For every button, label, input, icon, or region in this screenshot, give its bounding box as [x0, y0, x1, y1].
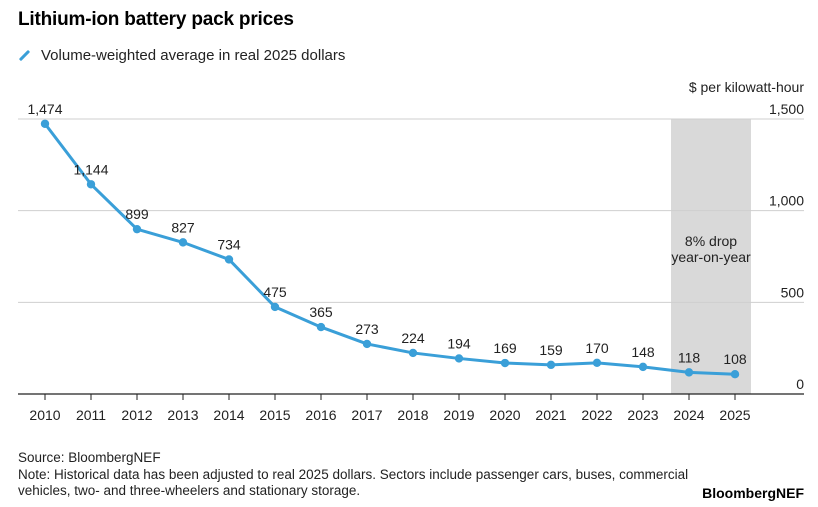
data-label-2015: 475 — [263, 284, 287, 300]
x-tick-label-2013: 2013 — [167, 407, 198, 423]
chart-title: Lithium-ion battery pack prices — [18, 9, 294, 30]
data-label-2010: 1,474 — [27, 101, 62, 117]
brand-logo-text: BloombergNEF — [702, 485, 804, 501]
data-point-2011 — [86, 180, 96, 189]
y-axis-unit-label: $ per kilowatt-hour — [688, 79, 804, 95]
data-label-2024: 118 — [678, 349, 701, 365]
x-tick-label-2010: 2010 — [29, 407, 60, 423]
data-point-2014 — [224, 255, 234, 264]
data-point-2025 — [730, 370, 740, 379]
source-text: Source: BloombergNEF — [18, 450, 161, 465]
data-point-2019 — [454, 354, 464, 363]
data-label-2018: 224 — [401, 330, 425, 346]
data-label-2011: 1,144 — [73, 161, 108, 177]
data-point-2021 — [546, 360, 556, 370]
legend: Volume-weighted average in real 2025 dol… — [18, 47, 345, 64]
data-point-2013 — [178, 238, 188, 247]
y-tick-label-500: 500 — [781, 284, 805, 300]
chart-footer: Source: BloombergNEF Note: Historical da… — [18, 450, 708, 500]
note-text: Note: Historical data has been adjusted … — [18, 466, 689, 499]
data-label-2016: 365 — [309, 304, 333, 320]
data-point-2024 — [684, 368, 694, 377]
x-tick-label-2014: 2014 — [213, 407, 244, 423]
x-tick-label-2023: 2023 — [627, 407, 658, 423]
x-tick-label-2016: 2016 — [305, 407, 336, 423]
data-point-2023 — [638, 362, 648, 372]
x-tick-label-2015: 2015 — [259, 407, 290, 423]
x-tick-label-2024: 2024 — [673, 407, 704, 423]
x-tick-label-2022: 2022 — [581, 407, 612, 423]
x-tick-label-2018: 2018 — [397, 407, 428, 423]
highlight-annotation-line2: year-on-year — [671, 249, 751, 265]
data-label-2012: 899 — [125, 206, 149, 222]
x-tick-label-2020: 2020 — [489, 407, 520, 423]
x-tick-label-2019: 2019 — [443, 407, 474, 423]
data-label-2019: 194 — [447, 335, 471, 351]
data-label-2020: 169 — [493, 340, 517, 356]
data-point-2022 — [592, 358, 602, 368]
highlight-annotation-line1: 8% drop — [685, 233, 737, 249]
data-label-2023: 148 — [631, 344, 655, 360]
data-point-2015 — [270, 302, 280, 312]
y-tick-label-1500: 1,500 — [769, 101, 804, 117]
data-point-2020 — [500, 358, 510, 368]
x-tick-label-2011: 2011 — [76, 407, 106, 423]
x-tick-label-2021: 2021 — [535, 407, 566, 423]
data-point-2017 — [362, 339, 372, 349]
y-tick-label-1000: 1,000 — [769, 193, 804, 209]
data-point-2010 — [40, 119, 50, 128]
series-line — [43, 122, 737, 376]
x-tick-label-2025: 2025 — [719, 407, 750, 423]
data-label-2017: 273 — [355, 321, 379, 337]
x-tick-label-2017: 2017 — [351, 407, 382, 423]
data-label-2021: 159 — [539, 342, 563, 358]
y-tick-label-0: 0 — [796, 376, 804, 392]
data-point-2018 — [408, 348, 418, 358]
data-label-2022: 170 — [585, 340, 609, 356]
x-tick-label-2012: 2012 — [121, 407, 152, 423]
data-label-2013: 827 — [171, 219, 195, 235]
data-point-2016 — [316, 322, 326, 332]
data-point-2012 — [132, 224, 142, 234]
legend-label: Volume-weighted average in real 2025 dol… — [41, 47, 346, 64]
highlight-band — [671, 119, 751, 394]
data-label-2014: 734 — [217, 236, 241, 252]
data-label-2025: 108 — [723, 351, 747, 367]
